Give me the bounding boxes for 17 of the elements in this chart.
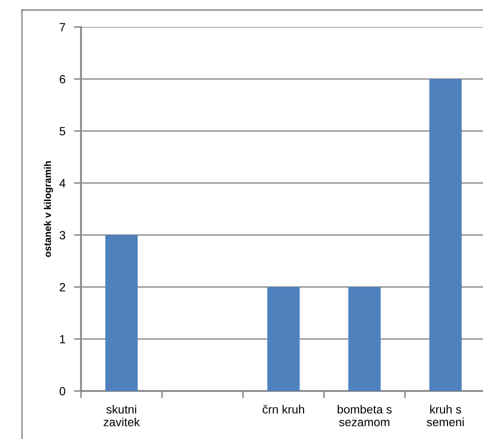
bar [105, 235, 138, 391]
bar [348, 287, 381, 391]
y-tick-label: 5 [60, 127, 66, 136]
bar [267, 287, 300, 391]
bar [429, 79, 462, 391]
x-tick-label: skutni zavitek [104, 404, 140, 426]
y-axis-title: ostanek v kilogramih [44, 161, 53, 257]
x-tick-label: bombeta s sezamom [338, 404, 392, 426]
y-tick-label: 4 [59, 179, 66, 188]
y-tick-label: 1 [60, 335, 66, 344]
y-tick-label: 2 [60, 283, 66, 292]
y-tick-label: 0 [60, 387, 66, 396]
y-tick-label: 6 [60, 75, 66, 84]
y-tick-label: 3 [60, 231, 66, 240]
x-tick-label: kruh s semeni [426, 404, 464, 426]
y-tick-label: 7 [60, 23, 66, 32]
x-tick-label: črn kruh [262, 404, 304, 414]
